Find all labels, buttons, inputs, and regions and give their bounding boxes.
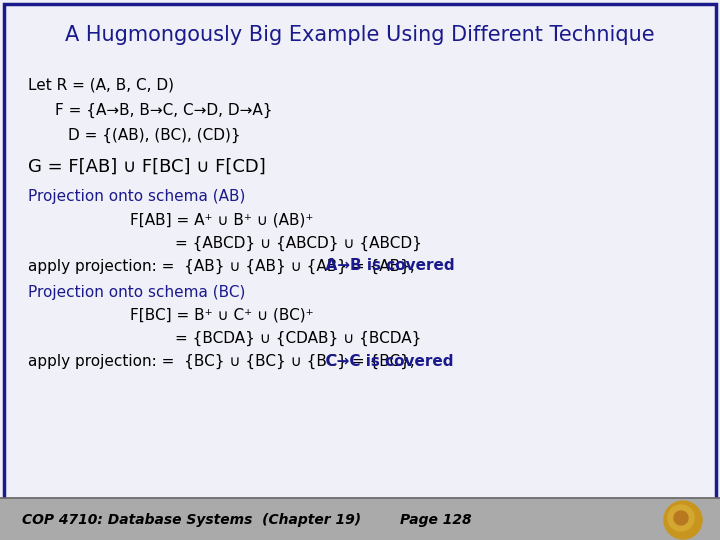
Text: Projection onto schema (AB): Projection onto schema (AB) <box>28 190 246 205</box>
Text: apply projection: =  {AB} ∪ {AB} ∪ {AB} = {AB},: apply projection: = {AB} ∪ {AB} ∪ {AB} =… <box>28 259 415 274</box>
Text: Let R = (A, B, C, D): Let R = (A, B, C, D) <box>28 78 174 92</box>
Text: A→B is covered: A→B is covered <box>315 259 454 273</box>
Text: F = {A→B, B→C, C→D, D→A}: F = {A→B, B→C, C→D, D→A} <box>55 103 272 118</box>
Text: = {BCDA} ∪ {CDAB} ∪ {BCDA}: = {BCDA} ∪ {CDAB} ∪ {BCDA} <box>175 330 421 346</box>
Circle shape <box>664 501 702 539</box>
Circle shape <box>668 505 694 531</box>
Text: A Hugmongously Big Example Using Different Technique: A Hugmongously Big Example Using Differe… <box>66 25 654 45</box>
Text: = {ABCD} ∪ {ABCD} ∪ {ABCD}: = {ABCD} ∪ {ABCD} ∪ {ABCD} <box>175 235 422 251</box>
Circle shape <box>674 511 688 525</box>
Text: F[BC] = B⁺ ∪ C⁺ ∪ (BC)⁺: F[BC] = B⁺ ∪ C⁺ ∪ (BC)⁺ <box>130 307 314 322</box>
Text: D = {(AB), (BC), (CD)}: D = {(AB), (BC), (CD)} <box>68 127 240 143</box>
Text: apply projection: =  {BC} ∪ {BC} ∪ {BC} = {BC},: apply projection: = {BC} ∪ {BC} ∪ {BC} =… <box>28 353 415 369</box>
Bar <box>0 498 720 540</box>
Text: F[AB] = A⁺ ∪ B⁺ ∪ (AB)⁺: F[AB] = A⁺ ∪ B⁺ ∪ (AB)⁺ <box>130 213 313 227</box>
Text: G = F[AB] ∪ F[BC] ∪ F[CD]: G = F[AB] ∪ F[BC] ∪ F[CD] <box>28 158 266 176</box>
Text: Page 128: Page 128 <box>400 513 472 527</box>
Text: C→C is covered: C→C is covered <box>315 354 453 368</box>
Text: COP 4710: Database Systems  (Chapter 19): COP 4710: Database Systems (Chapter 19) <box>22 513 361 527</box>
Text: Projection onto schema (BC): Projection onto schema (BC) <box>28 285 246 300</box>
